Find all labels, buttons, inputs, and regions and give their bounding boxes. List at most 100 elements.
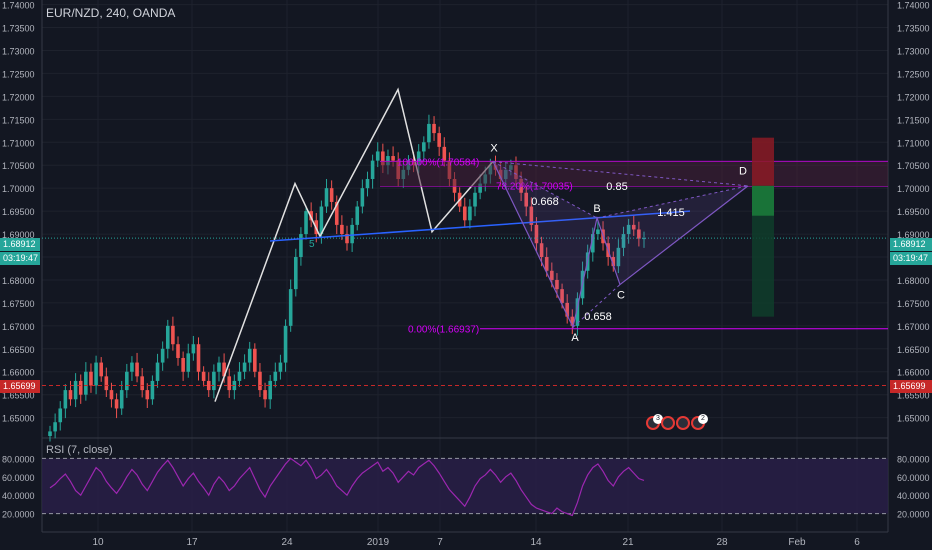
fib-label-786: 78.20%(1.70035) (496, 182, 573, 193)
harmonic-label-a: A (571, 332, 579, 344)
price-tick-right: 1.73000 (897, 46, 930, 56)
candle-body (278, 362, 283, 372)
price-tick-right: 1.67500 (897, 299, 930, 309)
fib-label-0: 0.00%(1.66937) (408, 325, 479, 336)
candle-body (222, 362, 226, 377)
candle-body (94, 362, 98, 386)
time-tick-label: 21 (622, 537, 634, 548)
candle-body (109, 390, 114, 400)
candle-body (125, 371, 129, 391)
event-count-badge: 2 (698, 414, 708, 424)
candle-body (288, 289, 293, 326)
candle-body (58, 408, 63, 423)
harmonic-label-b: B (593, 203, 600, 215)
harmonic-ratio-line (572, 284, 621, 328)
price-tick-left: 1.65000 (2, 414, 35, 424)
price-tick-right: 1.70500 (897, 161, 930, 171)
time-tick-label: 10 (92, 537, 104, 548)
rsi-tick-right: 20.0000 (897, 510, 930, 520)
candle-body (268, 380, 272, 400)
ref-price-tag-left: 1.65699 (0, 380, 40, 393)
price-tick-left: 1.72000 (2, 92, 35, 102)
candle-body (130, 362, 134, 372)
price-tick-left: 1.70500 (2, 161, 35, 171)
candle-body (263, 390, 267, 400)
candle-body (416, 151, 421, 166)
candle-body (432, 123, 436, 134)
price-tick-right: 1.74000 (897, 1, 930, 11)
ratio-label-ac: 0.658 (584, 311, 612, 323)
candle-body (84, 371, 88, 395)
candle-body (150, 380, 155, 400)
event-flag-icon[interactable]: 3 (646, 414, 663, 430)
price-tick-left: 1.67000 (2, 322, 35, 332)
candle-body (247, 348, 252, 363)
candle-body (345, 234, 349, 244)
candle-body (422, 142, 426, 152)
fib-label-100: 100.00%(1.70584) (397, 157, 479, 168)
candle-body (293, 257, 298, 290)
countdown-tag-right: 03:19:47 (890, 252, 932, 265)
harmonic-ratio-line (492, 161, 598, 219)
take-profit-zone (752, 185, 774, 317)
candle-body (524, 192, 529, 207)
candle-body (258, 371, 262, 391)
candle-body (550, 270, 554, 280)
candle-body (616, 247, 621, 267)
price-tick-left: 1.74000 (2, 1, 35, 11)
price-tick-right: 1.69000 (897, 230, 930, 240)
harmonic-ratio-line (596, 185, 749, 219)
candle-body (340, 224, 344, 235)
price-tick-left: 1.71000 (2, 138, 35, 148)
event-flag-icon[interactable] (676, 416, 690, 430)
price-tick-left: 1.66000 (2, 368, 35, 378)
candle-body (386, 156, 390, 166)
candle-body (329, 188, 334, 202)
candle-body (237, 371, 242, 381)
candle-body (48, 431, 52, 436)
event-flag-icon[interactable]: 2 (691, 414, 708, 430)
candle-body (217, 362, 221, 372)
price-tick-left: 1.69500 (2, 207, 35, 217)
candle-body (642, 238, 646, 240)
time-tick-label: 24 (281, 537, 293, 548)
candle-body (611, 257, 616, 267)
candle-body (73, 380, 78, 400)
candle-body (201, 371, 206, 381)
economic-events[interactable]: 3 2 (646, 414, 708, 430)
price-tick-right: 1.70000 (897, 184, 930, 194)
candle-body (53, 422, 57, 432)
candle-body (355, 206, 360, 225)
candle-body (590, 234, 595, 253)
candle-body (253, 348, 257, 372)
candle-body (319, 206, 324, 235)
price-tick-right: 1.67000 (897, 322, 930, 332)
candle-body (534, 224, 539, 244)
candle-body (391, 156, 395, 161)
rsi-tick-right: 40.0000 (897, 491, 930, 501)
candle-body (68, 390, 73, 400)
stop-loss-zone (752, 137, 774, 186)
harmonic-xab (493, 161, 597, 328)
trend-line (269, 210, 691, 242)
candle-body (468, 206, 472, 221)
candle-body (365, 178, 370, 189)
rsi-tick-left: 60.0000 (2, 473, 35, 483)
candle-body (181, 357, 185, 372)
event-flag-icon[interactable] (661, 416, 675, 430)
last-price-tag-right: 1.68912 (890, 238, 932, 251)
harmonic-ratio-line (492, 161, 749, 187)
candle-body (104, 376, 109, 391)
candle-body (637, 229, 641, 239)
candle-body (78, 380, 83, 395)
rsi-line (49, 457, 645, 517)
candle-body (212, 371, 216, 391)
candle-body (196, 344, 201, 372)
candle-body (478, 183, 482, 193)
candle-body (283, 325, 288, 363)
take-profit-near (752, 185, 774, 216)
price-tick-left: 1.70000 (2, 184, 35, 194)
price-tick-right: 1.68000 (897, 276, 930, 286)
